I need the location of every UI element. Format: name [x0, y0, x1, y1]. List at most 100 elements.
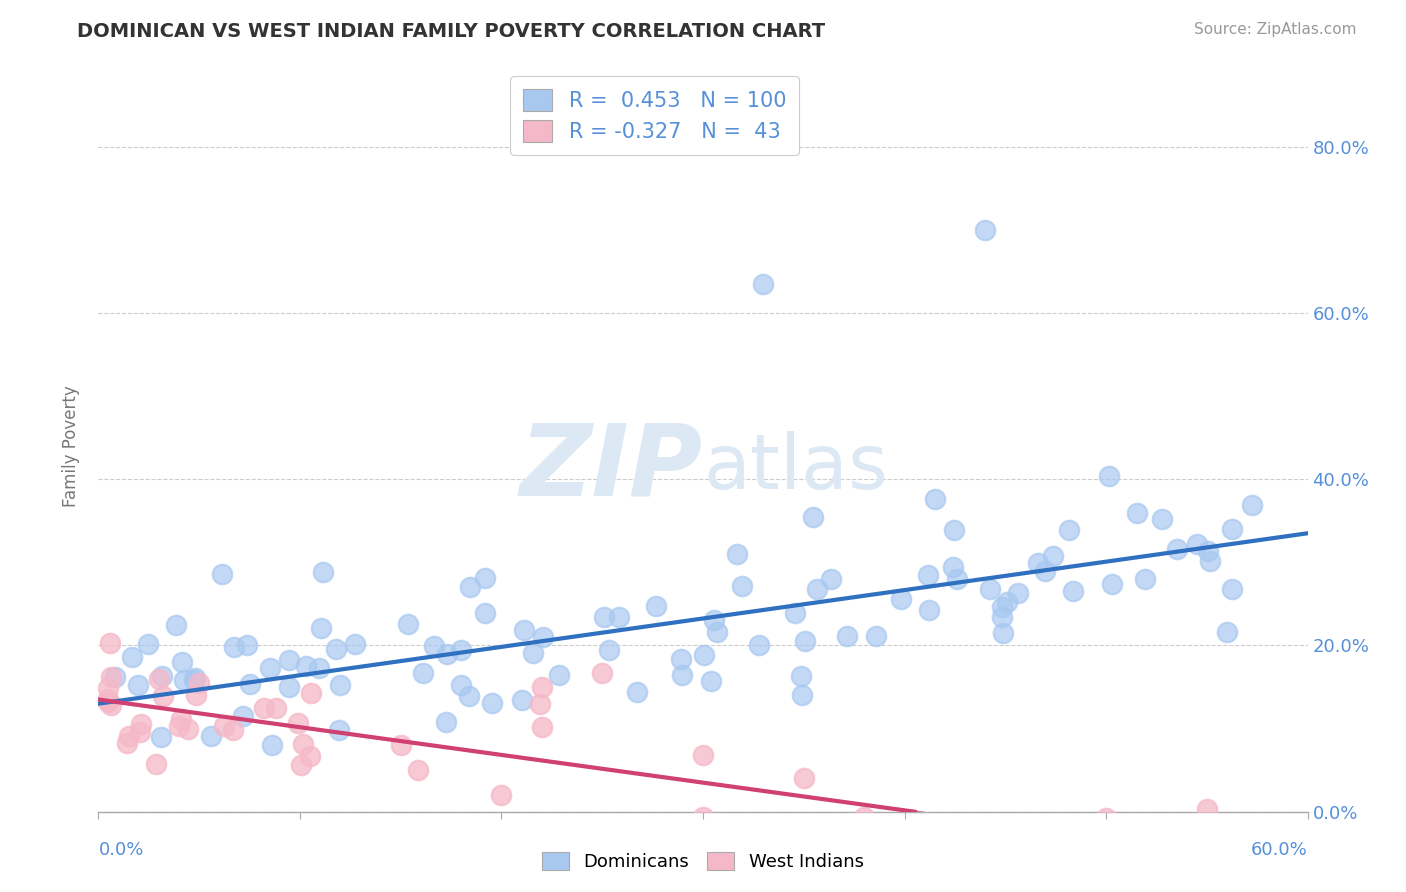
Point: [1166, 541, 1188, 556]
Point: [328, 723, 350, 738]
Point: [890, 592, 912, 607]
Point: [188, 675, 211, 690]
Point: [325, 641, 347, 656]
Point: [239, 677, 262, 691]
Point: [692, 748, 714, 763]
Point: [706, 624, 728, 639]
Point: [692, 810, 714, 824]
Point: [820, 572, 842, 586]
Point: [308, 661, 330, 675]
Point: [1135, 841, 1157, 855]
Point: [837, 629, 859, 643]
Point: [118, 729, 141, 743]
Point: [457, 689, 479, 703]
Point: [991, 610, 1014, 624]
Point: [150, 669, 173, 683]
Legend: Dominicans, West Indians: Dominicans, West Indians: [534, 845, 872, 879]
Point: [942, 523, 965, 537]
Point: [100, 698, 122, 712]
Point: [598, 642, 620, 657]
Point: [177, 723, 200, 737]
Point: [793, 771, 815, 785]
Text: ZIP: ZIP: [520, 419, 703, 516]
Point: [329, 678, 352, 692]
Point: [945, 572, 967, 586]
Point: [865, 629, 887, 643]
Point: [1042, 549, 1064, 563]
Point: [1007, 586, 1029, 600]
Point: [406, 763, 429, 777]
Point: [979, 582, 1001, 597]
Point: [232, 709, 254, 723]
Point: [212, 719, 235, 733]
Point: [145, 757, 167, 772]
Point: [510, 693, 533, 707]
Point: [396, 616, 419, 631]
Point: [748, 638, 770, 652]
Point: [211, 566, 233, 581]
Point: [423, 639, 446, 653]
Point: [292, 737, 315, 751]
Point: [450, 678, 472, 692]
Point: [942, 560, 965, 574]
Point: [98, 635, 121, 649]
Point: [1135, 572, 1157, 586]
Point: [918, 602, 941, 616]
Point: [790, 668, 813, 682]
Point: [97, 692, 120, 706]
Point: [165, 618, 187, 632]
Point: [149, 730, 172, 744]
Point: [794, 634, 817, 648]
Point: [184, 671, 207, 685]
Point: [671, 668, 693, 682]
Point: [995, 594, 1018, 608]
Point: [693, 648, 716, 662]
Point: [474, 606, 496, 620]
Point: [278, 680, 301, 694]
Point: [1054, 871, 1077, 886]
Point: [806, 582, 828, 596]
Point: [295, 659, 318, 673]
Point: [853, 810, 876, 824]
Point: [173, 673, 195, 687]
Legend: R =  0.453   N = 100, R = -0.327   N =  43: R = 0.453 N = 100, R = -0.327 N = 43: [510, 76, 799, 155]
Point: [974, 223, 997, 237]
Point: [474, 571, 496, 585]
Text: Source: ZipAtlas.com: Source: ZipAtlas.com: [1194, 22, 1357, 37]
Point: [993, 625, 1015, 640]
Point: [924, 491, 946, 506]
Point: [1199, 554, 1222, 568]
Point: [127, 678, 149, 692]
Point: [1185, 537, 1208, 551]
Point: [200, 730, 222, 744]
Point: [222, 640, 245, 654]
Point: [172, 655, 194, 669]
Point: [991, 600, 1014, 615]
Point: [148, 672, 170, 686]
Point: [412, 665, 434, 680]
Point: [1222, 522, 1244, 536]
Point: [183, 673, 205, 687]
Point: [548, 667, 571, 681]
Point: [343, 637, 366, 651]
Point: [481, 696, 503, 710]
Point: [138, 637, 160, 651]
Point: [1033, 565, 1056, 579]
Point: [513, 624, 536, 638]
Point: [222, 723, 245, 738]
Point: [152, 689, 174, 703]
Point: [264, 701, 287, 715]
Text: 0.0%: 0.0%: [98, 841, 143, 859]
Point: [312, 565, 335, 579]
Point: [1095, 810, 1118, 824]
Point: [298, 748, 321, 763]
Point: [1062, 583, 1084, 598]
Point: [792, 689, 814, 703]
Point: [115, 736, 138, 750]
Y-axis label: Family Poverty: Family Poverty: [62, 385, 80, 507]
Point: [530, 680, 553, 694]
Point: [529, 697, 551, 711]
Point: [607, 609, 630, 624]
Point: [934, 817, 956, 831]
Point: [1241, 499, 1264, 513]
